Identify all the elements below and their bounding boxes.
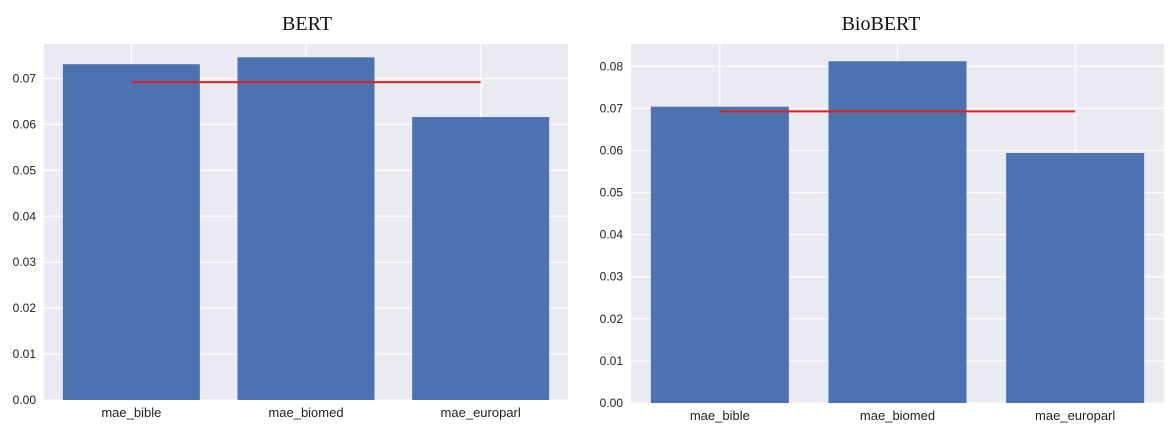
x-tick-label: mae_bible <box>690 408 750 423</box>
chart-title: BioBERT <box>842 13 921 35</box>
chart-title: BERT <box>282 13 332 35</box>
y-tick-label: 0.00 <box>600 396 624 410</box>
bar-mae-bible <box>650 106 789 403</box>
y-tick-label: 0.02 <box>13 301 37 315</box>
y-tick-label: 0.05 <box>13 163 37 177</box>
bar-mae-biomed <box>828 61 967 404</box>
x-tick-label: mae_europarl <box>1035 408 1115 423</box>
bar-mae-europarl <box>412 117 550 401</box>
y-tick-label: 0.07 <box>13 71 37 85</box>
y-tick-label: 0.04 <box>13 209 37 223</box>
bar-mae-europarl <box>1006 153 1145 403</box>
bert-chart: BERT 0.00 0.01 0.02 0.03 0.04 0.05 0.06 0.07 mae_… <box>13 13 568 420</box>
x-tick-label: mae_bible <box>101 405 161 420</box>
x-tick-label: mae_europarl <box>441 405 521 420</box>
y-tick-label: 0.03 <box>600 270 624 284</box>
biobert-chart: BioBERT 0.00 0.01 0.02 0.03 0.04 0.05 0.06 0.07 0… <box>600 13 1164 423</box>
bert-chart-panel: BERT 0.00 0.01 0.02 0.03 0.04 0.05 0.06 0.07 mae_… <box>13 13 568 420</box>
bar-mae-biomed <box>237 57 375 400</box>
y-tick-label: 0.04 <box>600 228 624 242</box>
biobert-chart-panel: BioBERT 0.00 0.01 0.02 0.03 0.04 0.05 0.06 0.07 0… <box>588 0 1176 425</box>
x-tick-label: mae_biomed <box>268 405 343 420</box>
y-tick-label: 0.08 <box>600 59 624 73</box>
bar-mae-bible <box>62 64 200 401</box>
y-tick-label: 0.06 <box>600 143 624 157</box>
y-tick-label: 0.01 <box>13 347 37 361</box>
y-tick-label: 0.03 <box>13 255 37 269</box>
y-tick-label: 0.07 <box>600 101 624 115</box>
y-tick-label: 0.02 <box>600 312 624 326</box>
y-tick-label: 0.01 <box>600 354 624 368</box>
y-tick-label: 0.05 <box>600 186 624 200</box>
y-tick-label: 0.00 <box>13 393 37 407</box>
y-tick-label: 0.06 <box>13 117 37 131</box>
x-tick-label: mae_biomed <box>860 408 935 423</box>
